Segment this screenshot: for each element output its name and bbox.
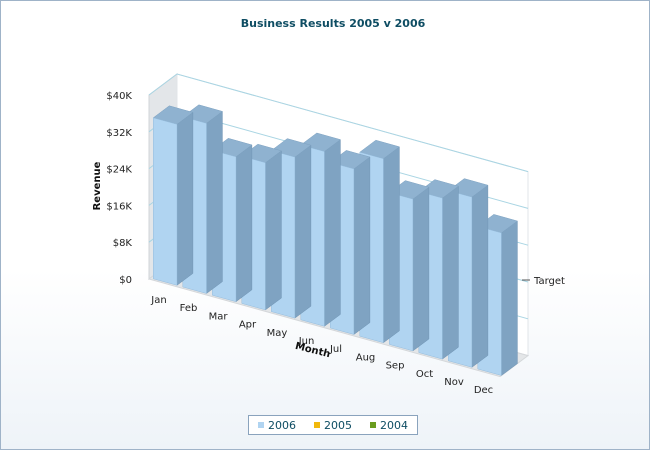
bar-side-2006: [206, 110, 223, 294]
legend-swatch-icon: [370, 422, 376, 428]
y-tick-label: $16K: [106, 201, 132, 212]
bar-side-2006: [324, 139, 341, 327]
x-tick-label: Feb: [180, 303, 198, 314]
bar-side-2006: [265, 150, 282, 311]
x-tick-label: Apr: [239, 320, 257, 331]
y-axis-ticks: $0 $8K $16K $24K $32K $40K: [106, 91, 132, 286]
y-tick-label: $8K: [113, 238, 133, 249]
x-tick-label: Mar: [209, 311, 229, 322]
x-tick-label: May: [267, 328, 288, 339]
chart-title: Business Results 2005 v 2006: [241, 17, 426, 30]
y-tick-label: $24K: [106, 165, 132, 176]
x-tick-label: Oct: [416, 369, 433, 380]
bar-side-2006: [471, 184, 489, 368]
legend-item-2006[interactable]: 2006: [258, 419, 296, 432]
x-tick-label: Dec: [474, 385, 493, 396]
x-tick-label: Jun: [298, 336, 315, 347]
bar-side-2006: [383, 146, 400, 344]
legend-swatch-icon: [258, 422, 264, 428]
series-2006: [152, 104, 518, 376]
x-tick-label: Nov: [444, 377, 464, 388]
x-tick-label: Sep: [386, 361, 405, 372]
legend: 2006 2005 2004: [248, 415, 418, 435]
bar-side-2006: [353, 156, 371, 335]
y-tick-label: $40K: [106, 91, 132, 102]
legend-label: 2005: [324, 418, 352, 432]
legend-label: 2006: [268, 418, 296, 432]
legend-swatch-icon: [314, 422, 320, 428]
x-axis-ticks: Jan Feb Mar Apr May Jun Jul Aug Sep Oct Nov Dec: [150, 295, 493, 396]
bar-side-2006: [442, 185, 459, 360]
legend-item-2005[interactable]: 2005: [314, 419, 352, 432]
bar-side-2006: [176, 111, 194, 286]
legend-item-2004[interactable]: 2004: [370, 419, 408, 432]
bar-2006: [153, 117, 178, 286]
target-label: Target: [533, 276, 565, 287]
bar-side-2006: [501, 220, 518, 376]
y-tick-label: $0: [119, 275, 132, 286]
y-axis-title: Revenue: [92, 161, 103, 210]
bar-side-2006: [294, 144, 312, 319]
bar-side-2006: [235, 144, 253, 303]
bar-side-2006: [412, 186, 430, 352]
annotations: Target: [522, 276, 565, 287]
y-tick-label: $32K: [106, 128, 132, 139]
x-tick-label: Aug: [356, 352, 376, 363]
x-tick-label: Jul: [329, 344, 342, 355]
x-tick-label: Jan: [150, 295, 166, 306]
gridline: [148, 73, 529, 173]
legend-label: 2004: [380, 418, 408, 432]
